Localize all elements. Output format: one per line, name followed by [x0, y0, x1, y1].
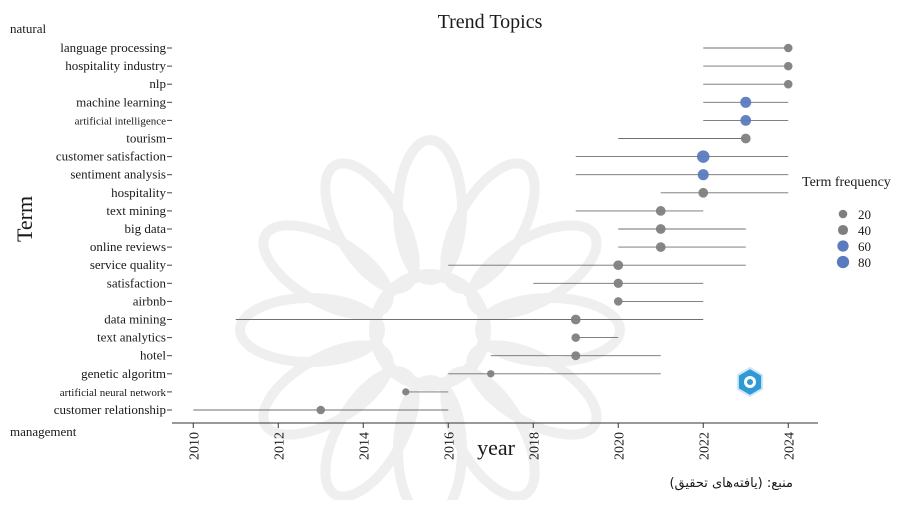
term-median-point: [740, 133, 751, 144]
term-label: text analytics: [97, 330, 166, 345]
y-axis-title: Term: [12, 196, 37, 242]
term-label: online reviews: [90, 239, 166, 254]
term-median-point: [613, 297, 623, 306]
legend-label: 80: [858, 255, 871, 270]
term-label: text mining: [106, 203, 166, 218]
y-axis-labels: language processing hospitality industry n…: [54, 40, 167, 417]
legend-marker: [837, 224, 849, 236]
publisher-logo-icon: [736, 366, 764, 398]
legend-marker: [838, 209, 848, 219]
term-median-point: [783, 61, 793, 71]
x-tick-label: 2016: [442, 432, 457, 460]
x-tick-label: 2024: [782, 432, 797, 460]
term-label: hospitality: [111, 185, 166, 200]
term-label: hospitality industry: [65, 58, 166, 73]
term-median-point: [696, 150, 710, 163]
watermark-petal: [393, 135, 467, 285]
term-median-point: [655, 206, 666, 216]
term-label: sentiment analysis: [70, 167, 166, 182]
term-label: service quality: [90, 257, 167, 272]
watermark-petal: [475, 293, 625, 367]
legend-label: 20: [858, 207, 871, 222]
term-median-point: [783, 79, 793, 89]
term-label: satisfaction: [107, 275, 167, 290]
chart-title: Trend Topics: [438, 11, 543, 33]
x-tick-label: 2010: [187, 432, 202, 460]
term-label: hotel: [140, 348, 166, 363]
term-label: customer satisfaction: [56, 149, 167, 164]
term-median-point: [740, 115, 752, 126]
watermark-petal: [235, 293, 385, 367]
term-median-point: [402, 388, 410, 396]
term-label: artificial intelligence: [75, 115, 166, 127]
term-median-point: [697, 169, 709, 181]
term-label: genetic algoritm: [81, 366, 166, 381]
legend-title: Term frequency: [802, 175, 891, 190]
y-axis-ticks: [167, 47, 172, 411]
term-median-point: [783, 43, 793, 53]
term-median-point: [571, 333, 581, 342]
term-ranges: [193, 43, 793, 415]
x-tick-label: 2020: [612, 432, 627, 460]
term-median-point: [613, 260, 624, 271]
term-label-top: natural: [10, 21, 46, 36]
legend-marker: [837, 240, 849, 252]
term-label: machine learning: [76, 94, 166, 109]
term-label: nlp: [149, 76, 166, 91]
logo-dot: [747, 379, 753, 385]
x-axis-title: year: [477, 435, 516, 460]
x-tick-label: 2022: [697, 432, 712, 460]
term-label: language processing: [60, 40, 166, 55]
watermark-core: [369, 269, 491, 391]
term-median-point: [655, 242, 666, 252]
term-median-point: [655, 224, 666, 234]
legend-marker: [836, 255, 850, 269]
term-median-point: [571, 351, 581, 361]
watermark-rosette: [235, 135, 625, 505]
term-median-point: [698, 187, 709, 198]
term-label: data mining: [104, 312, 166, 327]
term-label: artificial neural network: [60, 387, 167, 399]
term-label: airbnb: [133, 293, 166, 308]
term-median-point: [487, 370, 495, 378]
x-tick-label: 2012: [272, 432, 287, 460]
term-label: customer relationship: [54, 402, 166, 417]
term-median-point: [613, 278, 623, 289]
term-label-bottom: management: [10, 424, 77, 439]
term-median-point: [740, 96, 752, 108]
term-median-point: [570, 314, 581, 325]
legend-label: 60: [858, 239, 871, 254]
term-median-point: [316, 405, 326, 415]
source-caption: منبع: (یافته‌های تحقیق): [669, 476, 793, 491]
x-tick-label: 2014: [357, 432, 372, 460]
x-axis: 2010 2012 2014 2016 2018 2020 2022 2024: [172, 422, 818, 460]
x-tick-label: 2018: [527, 432, 542, 460]
term-label: tourism: [126, 131, 166, 146]
legend-label: 40: [858, 223, 871, 238]
term-label: big data: [124, 221, 166, 236]
